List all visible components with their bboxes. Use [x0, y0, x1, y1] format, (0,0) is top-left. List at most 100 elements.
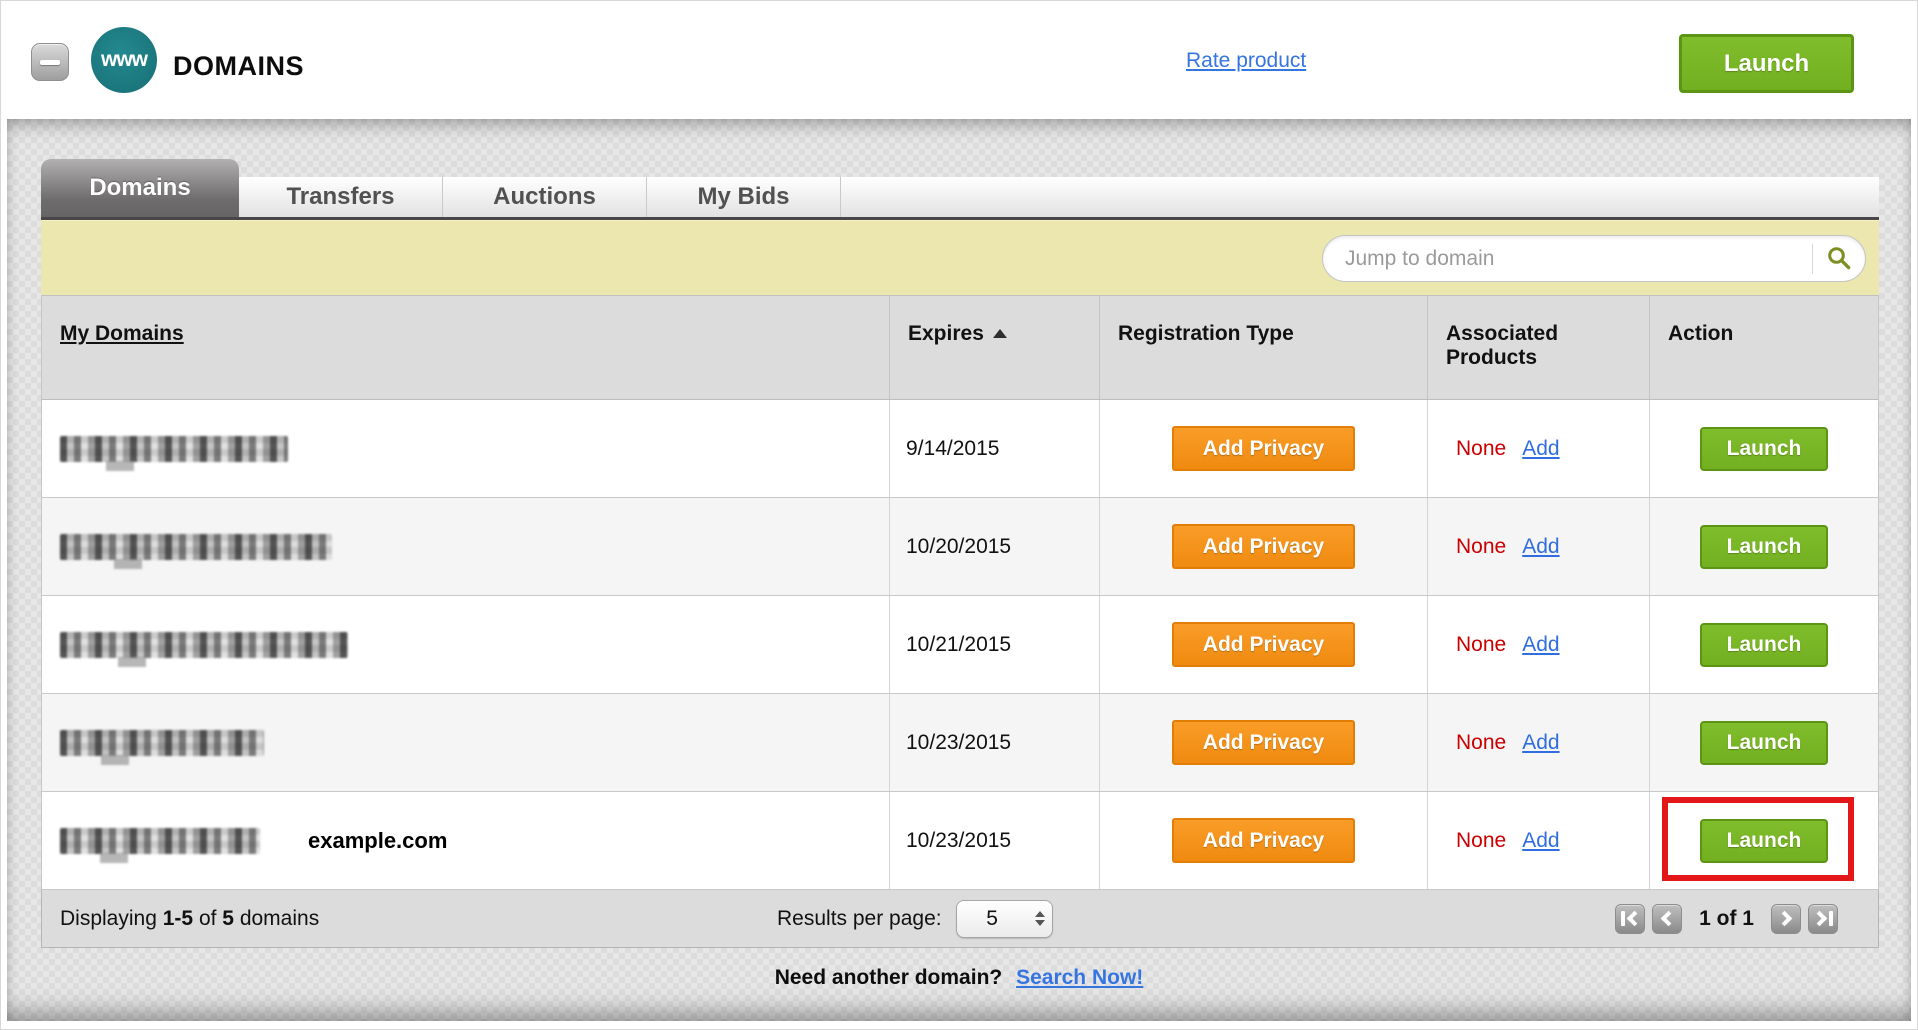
launch-button[interactable]: Launch [1700, 622, 1828, 667]
table-header-row: My Domains Expires Registration Type Ass… [42, 295, 1878, 400]
associated-products-cell: None Add [1428, 694, 1650, 791]
top-header: www DOMAINS Rate product Launch [1, 1, 1917, 119]
results-per-page: Results per page: 5 [777, 890, 1053, 947]
minus-icon [40, 59, 60, 65]
add-privacy-button[interactable]: Add Privacy [1172, 622, 1355, 667]
expires-cell: 10/23/2015 [890, 694, 1100, 791]
patterned-background: Domains Transfers Auctions My Bids [7, 119, 1911, 1021]
action-cell: Launch [1650, 596, 1878, 693]
associated-products-value: None [1456, 436, 1507, 460]
launch-button[interactable]: Launch [1700, 720, 1828, 765]
domain-cell [42, 694, 890, 791]
associated-products-value: None [1456, 730, 1507, 754]
first-page-icon [1620, 911, 1625, 926]
domain-cell: example.com [42, 792, 890, 889]
domain-cell [42, 400, 890, 497]
search-icon[interactable] [1813, 245, 1865, 272]
page-title: DOMAINS [173, 51, 304, 81]
action-cell: Launch [1650, 792, 1878, 889]
add-product-link[interactable]: Add [1522, 828, 1560, 852]
domain-cell [42, 596, 890, 693]
associated-products-cell: None Add [1428, 498, 1650, 595]
add-product-link[interactable]: Add [1522, 436, 1560, 460]
results-per-page-label: Results per page: [777, 906, 942, 930]
add-privacy-button[interactable]: Add Privacy [1172, 720, 1355, 765]
redacted-domain [60, 827, 260, 863]
associated-products-cell: None Add [1428, 596, 1650, 693]
table-row: 9/14/2015 Add Privacy None Add Launch [42, 400, 1878, 498]
displaying-status: Displaying 1-5 of 5 domains [60, 906, 320, 930]
search-divider [1812, 243, 1813, 274]
add-privacy-button[interactable]: Add Privacy [1172, 426, 1355, 471]
next-page-icon [1776, 910, 1793, 927]
next-page-button[interactable] [1771, 903, 1801, 934]
sort-ascending-icon [992, 329, 1007, 338]
search-toolbar [41, 220, 1879, 295]
tab-auctions[interactable]: Auctions [443, 177, 647, 217]
jump-to-domain-input[interactable] [1323, 246, 1812, 271]
add-privacy-button[interactable]: Add Privacy [1172, 818, 1355, 863]
redacted-domain [60, 631, 348, 667]
stepper-arrows-icon [1028, 906, 1052, 931]
associated-products-value: None [1456, 632, 1507, 656]
tab-strip [41, 177, 1879, 217]
expires-cell: 10/21/2015 [890, 596, 1100, 693]
tab-bar: Domains Transfers Auctions My Bids [41, 159, 1879, 217]
column-header-expires[interactable]: Expires [890, 296, 1100, 399]
action-cell: Launch [1650, 498, 1878, 595]
column-header-associated-products: Associated Products [1428, 296, 1650, 399]
tab-bar-divider [41, 217, 1879, 220]
tab-my-bids[interactable]: My Bids [647, 177, 841, 217]
first-page-button[interactable] [1615, 903, 1646, 934]
column-header-registration-type: Registration Type [1100, 296, 1428, 399]
table-footer: Displaying 1-5 of 5 domains Results per … [41, 890, 1879, 948]
my-domains-sort-link[interactable]: My Domains [60, 322, 184, 345]
associated-products-value: None [1456, 534, 1507, 558]
add-product-link[interactable]: Add [1522, 632, 1560, 656]
expires-cell: 10/23/2015 [890, 792, 1100, 889]
prev-page-button[interactable] [1652, 903, 1683, 934]
column-header-my-domains: My Domains [42, 296, 890, 399]
results-per-page-select[interactable]: 5 [955, 899, 1053, 938]
column-header-action: Action [1668, 322, 1734, 345]
collapse-button[interactable] [31, 43, 69, 81]
launch-button[interactable]: Launch [1700, 426, 1828, 471]
registration-type-cell: Add Privacy [1100, 498, 1428, 595]
last-page-icon [1811, 910, 1827, 927]
action-cell: Launch [1650, 400, 1878, 497]
table-row: 10/21/2015 Add Privacy None Add Launch [42, 596, 1878, 694]
need-domain-prompt: Need another domain? Search Now! [774, 966, 1144, 989]
associated-products-value: None [1456, 828, 1507, 852]
table-row: 10/23/2015 Add Privacy None Add Launch [42, 694, 1878, 792]
add-product-link[interactable]: Add [1522, 534, 1560, 558]
registration-type-cell: Add Privacy [1100, 792, 1428, 889]
redacted-domain [60, 729, 264, 765]
registration-type-cell: Add Privacy [1100, 400, 1428, 497]
redacted-domain [60, 533, 332, 569]
launch-button[interactable]: Launch [1700, 818, 1828, 863]
search-box [1322, 235, 1866, 282]
associated-products-cell: None Add [1428, 400, 1650, 497]
tab-transfers[interactable]: Transfers [239, 177, 443, 217]
tab-domains[interactable]: Domains [41, 159, 239, 217]
www-logo-icon: www [91, 27, 157, 93]
table-row: 10/20/2015 Add Privacy None Add Launch [42, 498, 1878, 596]
table-row: example.com 10/23/2015 Add Privacy None … [42, 792, 1878, 890]
launch-button-top[interactable]: Launch [1679, 34, 1854, 93]
expires-cell: 10/20/2015 [890, 498, 1100, 595]
rate-product-link[interactable]: Rate product [1186, 49, 1307, 72]
add-product-link[interactable]: Add [1522, 730, 1560, 754]
domain-annotation: example.com [308, 827, 448, 853]
last-page-button[interactable] [1808, 903, 1838, 934]
pagination: 1 of 1 [1615, 890, 1838, 947]
page-indicator: 1 of 1 [1699, 906, 1754, 930]
expires-cell: 9/14/2015 [890, 400, 1100, 497]
content-panel: Domains Transfers Auctions My Bids [41, 159, 1879, 948]
add-privacy-button[interactable]: Add Privacy [1172, 524, 1355, 569]
action-cell: Launch [1650, 694, 1878, 791]
prev-page-icon [1660, 910, 1677, 927]
launch-button[interactable]: Launch [1700, 524, 1828, 569]
search-now-link[interactable]: Search Now! [1016, 966, 1144, 989]
registration-type-cell: Add Privacy [1100, 596, 1428, 693]
